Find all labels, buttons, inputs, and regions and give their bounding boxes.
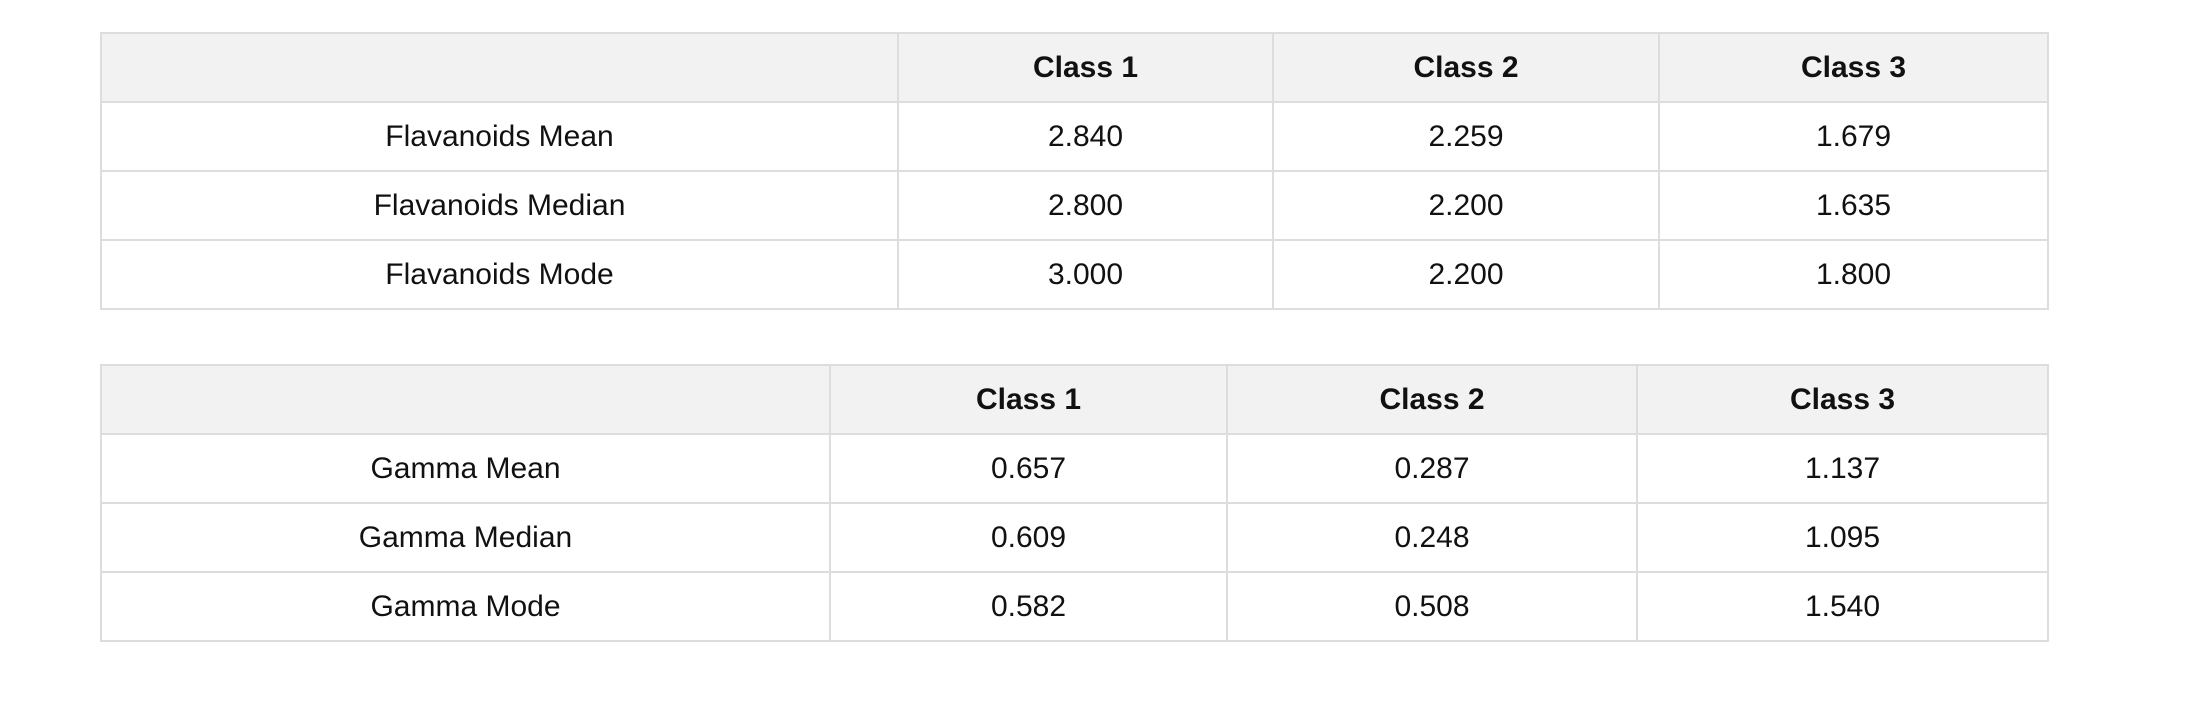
row-label: Gamma Median [100, 502, 831, 573]
table-cell: 2.840 [897, 101, 1274, 172]
header-cell-class-1: Class 1 [897, 32, 1274, 103]
header-cell-class-2: Class 2 [1272, 32, 1660, 103]
header-cell-class-3: Class 3 [1636, 364, 2049, 435]
table-cell: 0.508 [1226, 571, 1638, 642]
header-cell-class-2: Class 2 [1226, 364, 1638, 435]
row-label: Flavanoids Mean [100, 101, 899, 172]
row-label: Flavanoids Median [100, 170, 899, 241]
table-cell: 1.137 [1636, 433, 2049, 504]
table-cell: 0.248 [1226, 502, 1638, 573]
table-cell: 2.800 [897, 170, 1274, 241]
table-cell: 1.679 [1658, 101, 2049, 172]
flavanoids-stats-table: Class 1 Class 2 Class 3 Flavanoids Mean … [100, 32, 2049, 310]
table-row: Flavanoids Mean 2.840 2.259 1.679 [100, 101, 2049, 172]
table-cell: 1.800 [1658, 239, 2049, 310]
table-cell: 1.095 [1636, 502, 2049, 573]
table-row: Gamma Median 0.609 0.248 1.095 [100, 502, 2049, 573]
table-cell: 2.200 [1272, 239, 1660, 310]
row-label: Flavanoids Mode [100, 239, 899, 310]
table-cell: 0.657 [829, 433, 1228, 504]
table-cell: 1.635 [1658, 170, 2049, 241]
table-cell: 1.540 [1636, 571, 2049, 642]
table-row: Flavanoids Mode 3.000 2.200 1.800 [100, 239, 2049, 310]
table-cell: 0.287 [1226, 433, 1638, 504]
table-header-row: Class 1 Class 2 Class 3 [100, 32, 2049, 103]
table-cell: 2.200 [1272, 170, 1660, 241]
table-row: Gamma Mode 0.582 0.508 1.540 [100, 571, 2049, 642]
table-cell: 0.582 [829, 571, 1228, 642]
header-cell-class-1: Class 1 [829, 364, 1228, 435]
table-cell: 0.609 [829, 502, 1228, 573]
table-row: Flavanoids Median 2.800 2.200 1.635 [100, 170, 2049, 241]
header-cell-class-3: Class 3 [1658, 32, 2049, 103]
header-cell-empty [100, 32, 899, 103]
row-label: Gamma Mode [100, 571, 831, 642]
header-cell-empty [100, 364, 831, 435]
table-header-row: Class 1 Class 2 Class 3 [100, 364, 2049, 435]
row-label: Gamma Mean [100, 433, 831, 504]
table-row: Gamma Mean 0.657 0.287 1.137 [100, 433, 2049, 504]
table-cell: 3.000 [897, 239, 1274, 310]
gamma-stats-table: Class 1 Class 2 Class 3 Gamma Mean 0.657… [100, 364, 2049, 642]
table-cell: 2.259 [1272, 101, 1660, 172]
